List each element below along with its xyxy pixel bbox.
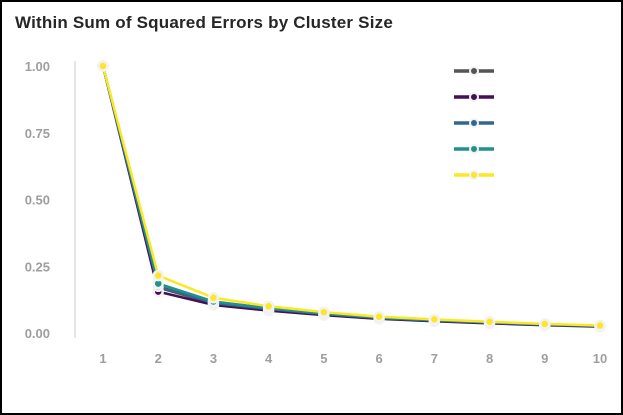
data-point-marker xyxy=(207,292,220,304)
data-point-marker xyxy=(152,269,164,282)
y-axis-tick-label: 0.50 xyxy=(25,193,50,208)
series-line xyxy=(101,65,601,328)
y-axis-tick-label: 0.25 xyxy=(25,259,50,274)
series-line xyxy=(101,65,601,327)
data-point-marker xyxy=(97,60,109,72)
x-axis-tick-label: 8 xyxy=(486,351,493,366)
data-point-marker xyxy=(539,318,551,330)
legend-item-dot xyxy=(469,118,479,128)
x-axis-tick-label: 10 xyxy=(593,351,607,366)
x-axis-tick-label: 9 xyxy=(541,351,548,366)
data-point-marker xyxy=(318,306,330,318)
legend-item-dot xyxy=(469,66,479,76)
y-axis-tick-label: 1.00 xyxy=(25,59,50,74)
legend-item-dot xyxy=(469,144,479,154)
y-axis-tick-label: 0.00 xyxy=(25,326,50,341)
data-point-marker xyxy=(262,300,275,313)
x-axis-tick-label: 6 xyxy=(375,351,382,366)
plot-svg: 0.00 0.25 0.50 0.75 1.00 1 2 3 4 5 6 7 8 9 10 xyxy=(25,59,608,366)
legend-item-dot xyxy=(469,92,479,102)
x-axis-tick-label: 4 xyxy=(265,351,273,366)
legend-item-dot xyxy=(469,170,479,180)
data-point-marker xyxy=(373,310,385,323)
x-axis-tick-label: 3 xyxy=(210,351,217,366)
x-axis-tick-label: 1 xyxy=(99,351,106,366)
data-point-marker xyxy=(428,313,441,326)
series-line xyxy=(101,65,601,328)
series-line xyxy=(101,65,601,328)
x-axis-tick-label: 7 xyxy=(431,351,438,366)
x-axis-tick-label: 2 xyxy=(155,351,162,366)
y-axis-tick-label: 0.75 xyxy=(25,126,50,141)
data-point-marker xyxy=(483,316,496,328)
chart-title: Within Sum of Squared Errors by Cluster … xyxy=(15,13,393,32)
data-point-marker xyxy=(594,319,606,332)
series-line xyxy=(101,65,601,328)
x-axis-tick-label: 5 xyxy=(320,351,327,366)
